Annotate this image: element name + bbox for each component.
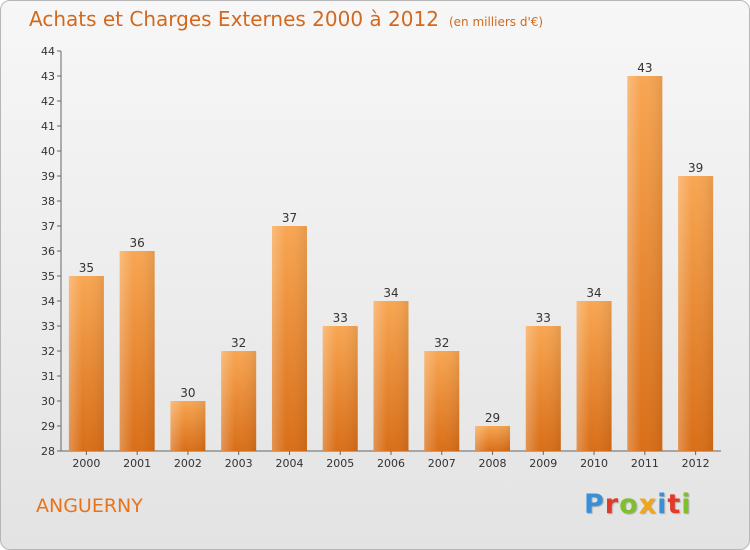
logo-letter: r — [604, 489, 620, 520]
x-tick-label: 2007 — [428, 457, 456, 470]
bar-shading — [576, 301, 612, 451]
bar-value-label: 36 — [130, 236, 145, 250]
y-tick-label: 29 — [41, 420, 55, 433]
x-tick-label: 2001 — [123, 457, 151, 470]
bar-value-label: 32 — [231, 336, 246, 350]
x-tick-label: 2004 — [275, 457, 303, 470]
bar-value-label: 37 — [282, 211, 297, 225]
y-tick-label: 43 — [41, 70, 55, 83]
bar-value-label: 33 — [536, 311, 551, 325]
y-tick-label: 37 — [41, 220, 55, 233]
bar-value-label: 30 — [180, 386, 195, 400]
logo-letter: i — [681, 489, 692, 520]
bar-shading — [271, 226, 307, 451]
bar-value-label: 34 — [383, 286, 398, 300]
logo-letter: t — [667, 489, 682, 520]
chart-title: Achats et Charges Externes 2000 à 2012 (e… — [29, 7, 543, 31]
logo-letter: i — [657, 489, 668, 520]
x-tick-label: 2003 — [225, 457, 253, 470]
x-tick-label: 2011 — [631, 457, 659, 470]
x-tick-label: 2002 — [174, 457, 202, 470]
y-tick-label: 41 — [41, 120, 55, 133]
bar-value-label: 43 — [637, 61, 652, 75]
bar-value-label: 34 — [586, 286, 601, 300]
bar-shading — [475, 426, 511, 451]
bar-value-label: 35 — [79, 261, 94, 275]
chart-title-text: Achats et Charges Externes 2000 à 2012 — [29, 7, 439, 31]
bar-shading — [322, 326, 358, 451]
x-tick-label: 2008 — [479, 457, 507, 470]
x-tick-label: 2009 — [529, 457, 557, 470]
bar-shading — [678, 176, 714, 451]
y-tick-label: 40 — [41, 145, 55, 158]
bar-value-label: 33 — [333, 311, 348, 325]
y-tick-label: 36 — [41, 245, 55, 258]
logo-letter: P — [584, 489, 605, 520]
bar-shading — [525, 326, 561, 451]
y-tick-label: 30 — [41, 395, 55, 408]
proxiti-logo: Proxiti — [584, 489, 692, 520]
bar-value-label: 29 — [485, 411, 500, 425]
y-tick-label: 38 — [41, 195, 55, 208]
bar-shading — [373, 301, 409, 451]
y-tick-label: 35 — [41, 270, 55, 283]
chart-unit: (en milliers d'€) — [448, 15, 544, 29]
y-tick-label: 32 — [41, 345, 55, 358]
y-tick-label: 34 — [41, 295, 55, 308]
bar-shading — [68, 276, 104, 451]
y-tick-label: 31 — [41, 370, 55, 383]
y-tick-label: 33 — [41, 320, 55, 333]
y-tick-label: 42 — [41, 95, 55, 108]
x-tick-label: 2000 — [72, 457, 100, 470]
logo-letter: o — [619, 489, 639, 520]
x-tick-label: 2012 — [682, 457, 710, 470]
y-tick-label: 44 — [41, 45, 55, 58]
bar-value-label: 39 — [688, 161, 703, 175]
logo-letter: x — [638, 489, 658, 520]
bar-shading — [170, 401, 206, 451]
bar-shading — [424, 351, 460, 451]
town-name: ANGUERNY — [36, 495, 143, 517]
bar-value-label: 32 — [434, 336, 449, 350]
bar-shading — [221, 351, 257, 451]
x-tick-label: 2010 — [580, 457, 608, 470]
x-tick-label: 2005 — [326, 457, 354, 470]
y-tick-label: 28 — [41, 445, 55, 458]
y-tick-label: 39 — [41, 170, 55, 183]
x-tick-label: 2006 — [377, 457, 405, 470]
bar-shading — [627, 76, 663, 451]
bar-shading — [119, 251, 155, 451]
